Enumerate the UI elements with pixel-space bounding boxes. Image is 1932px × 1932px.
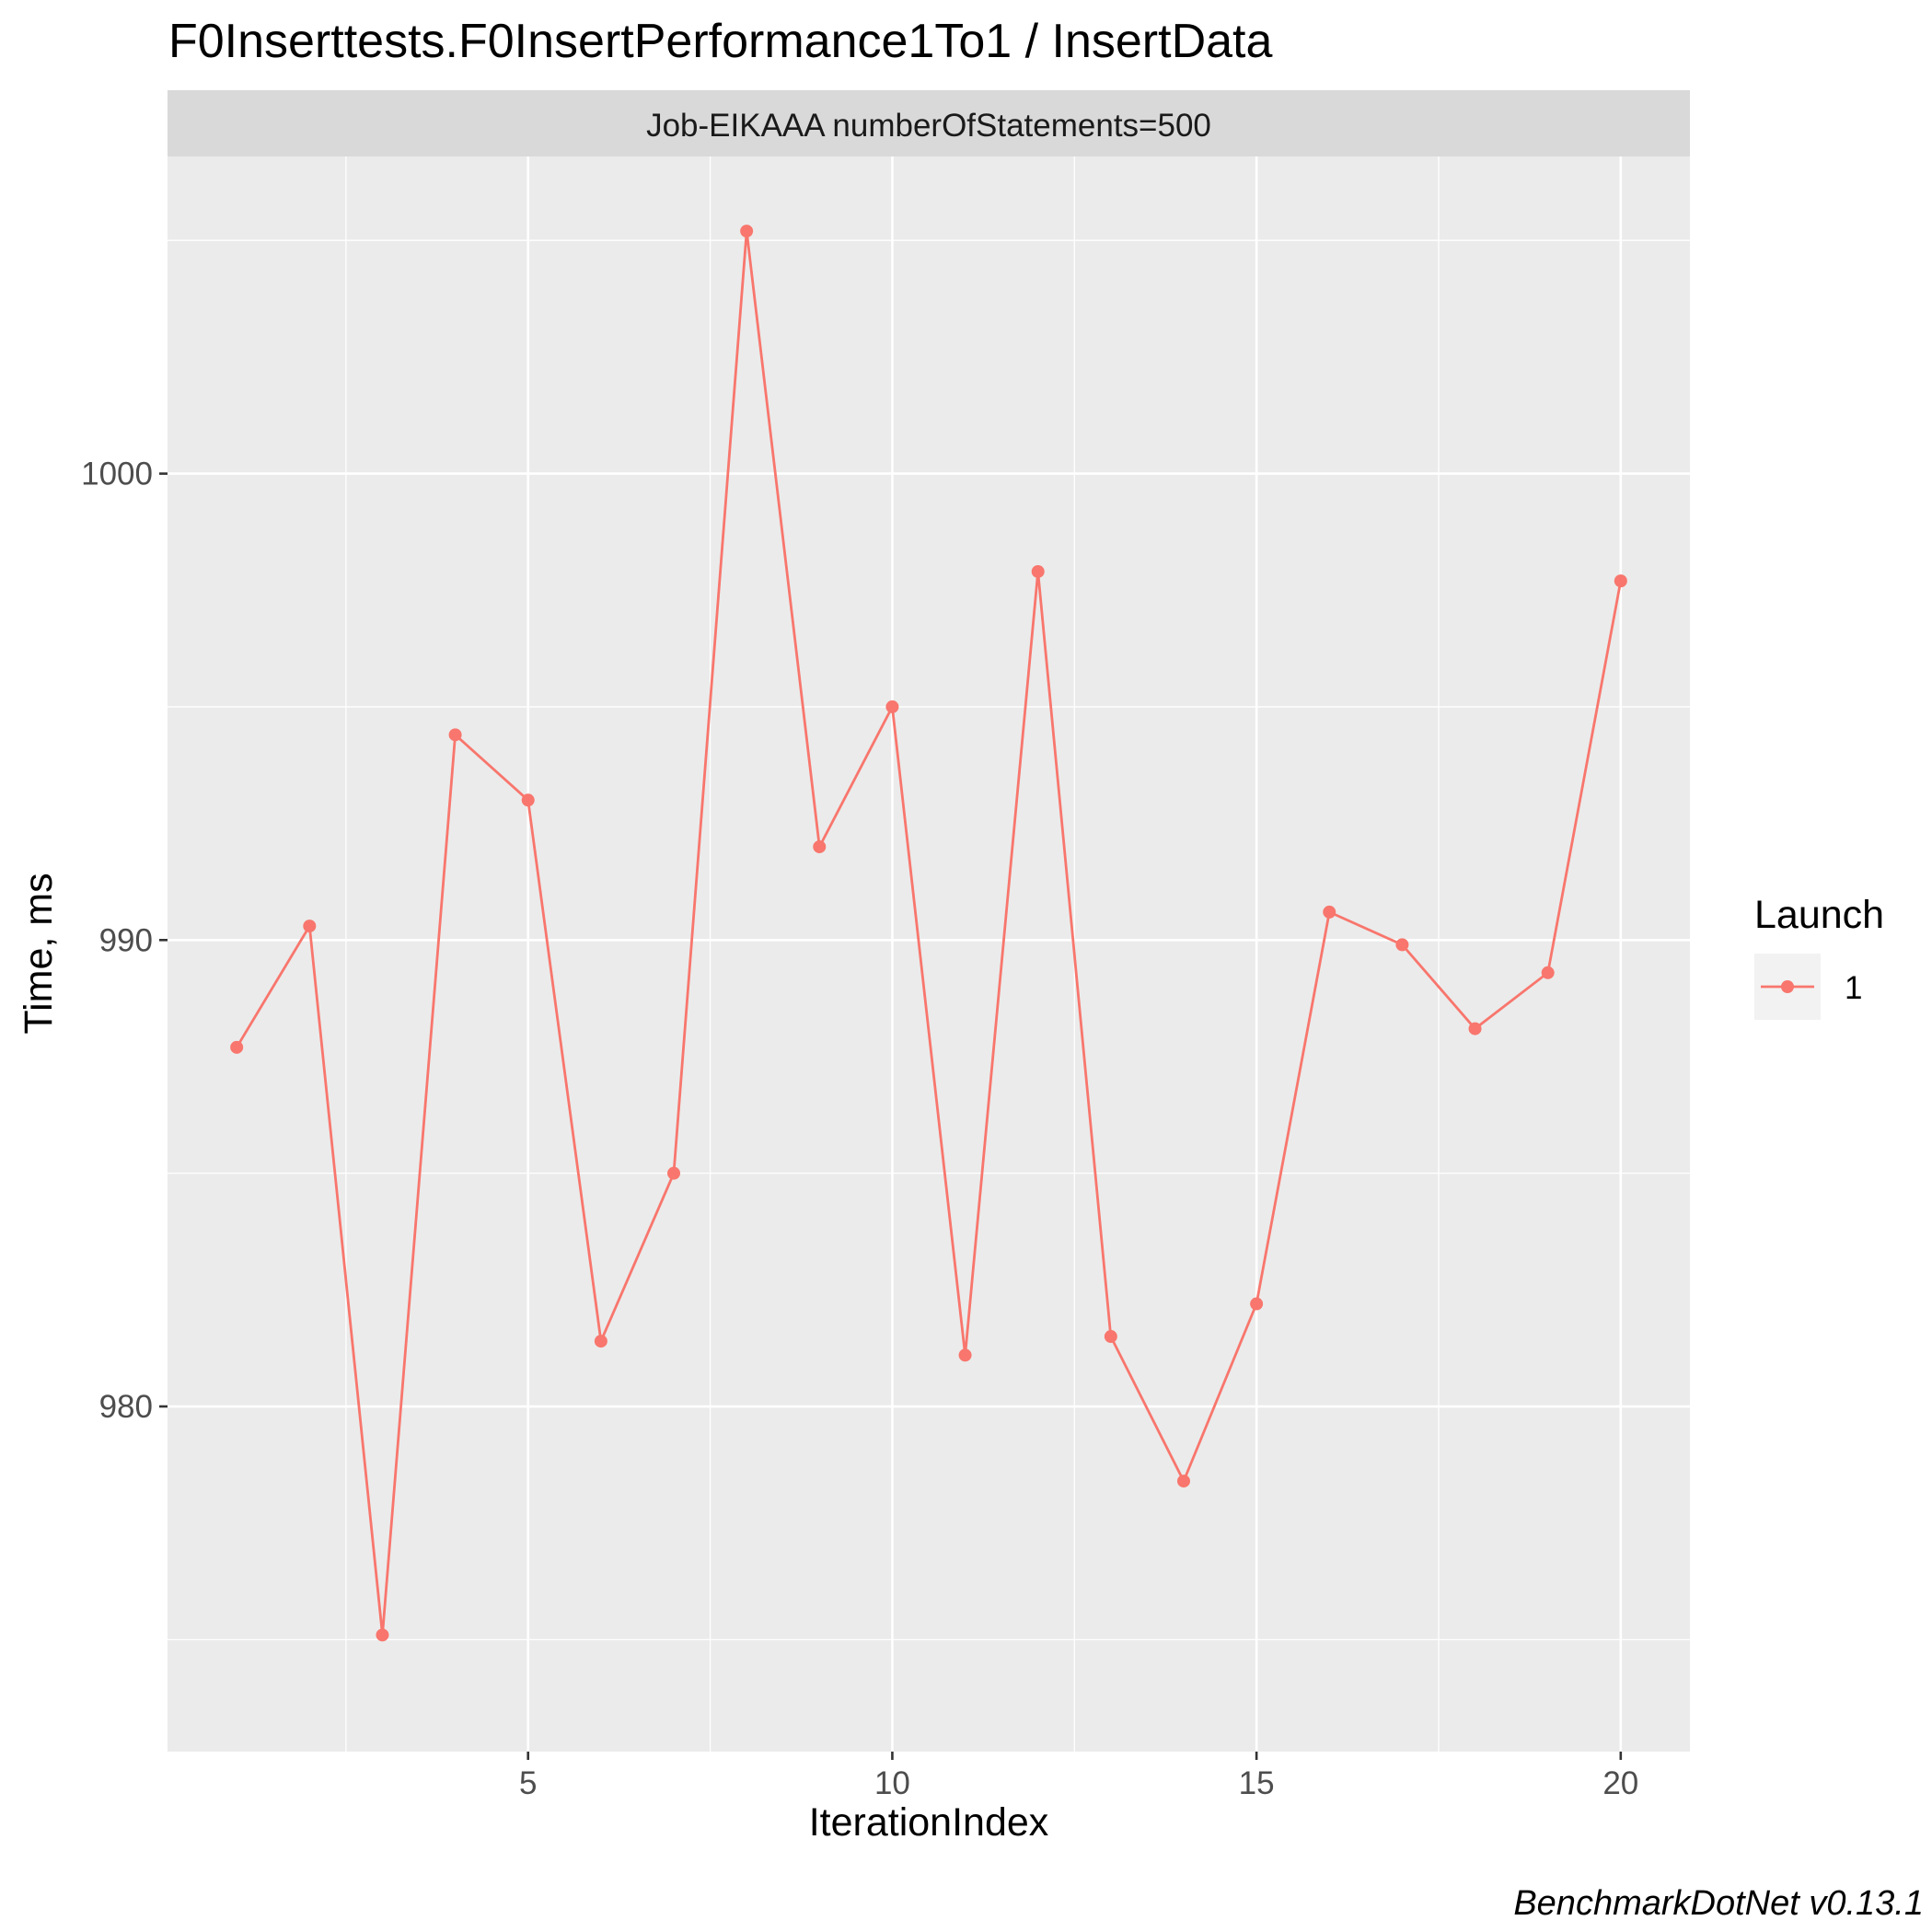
legend-key-point (1781, 980, 1794, 993)
data-point (1395, 938, 1409, 952)
data-point (667, 1166, 681, 1180)
data-point (1176, 1475, 1190, 1488)
facet-label: Job-EIKAAA numberOfStatements=500 (646, 108, 1211, 144)
data-point (1541, 966, 1555, 979)
y-tick-label: 1000 (81, 457, 153, 492)
legend: Launch 1 (1754, 893, 1884, 1020)
data-point (303, 920, 317, 933)
data-point (1031, 564, 1045, 578)
y-axis: 980 990 1000 (81, 457, 168, 1425)
data-point (1323, 905, 1336, 919)
x-tick-label: 5 (519, 1765, 537, 1801)
x-tick-label: 15 (1239, 1765, 1275, 1801)
data-point (1614, 574, 1627, 588)
y-tick-label: 980 (99, 1389, 153, 1425)
data-point (521, 793, 535, 807)
x-tick-label: 10 (874, 1765, 910, 1801)
grid-major (168, 156, 1690, 1752)
data-point (448, 728, 462, 742)
data-point (1104, 1330, 1117, 1344)
data-point (230, 1040, 244, 1054)
y-axis-title: Time, ms (17, 873, 61, 1034)
data-point (813, 839, 827, 853)
x-axis-title: IterationIndex (809, 1800, 1049, 1845)
data-point (740, 225, 754, 238)
caption: BenchmarkDotNet v0.13.1 (1513, 1884, 1924, 1923)
data-point (885, 700, 899, 713)
data-point (594, 1335, 607, 1348)
data-point (958, 1348, 972, 1362)
plot-panel (168, 156, 1690, 1752)
facet-strip (168, 90, 1690, 156)
chart-title: F0Inserttests.F0InsertPerformance1To1 / … (168, 15, 1272, 68)
data-point (376, 1628, 389, 1642)
x-tick-label: 20 (1602, 1765, 1638, 1801)
y-tick-label: 990 (99, 922, 153, 958)
legend-label-1: 1 (1845, 970, 1862, 1006)
x-axis: 5 10 15 20 (519, 1752, 1638, 1801)
data-point (1250, 1297, 1264, 1311)
series-layer (230, 225, 1627, 1642)
series-line-1 (235, 229, 1623, 1637)
data-point (1468, 1022, 1482, 1035)
legend-title: Launch (1754, 893, 1884, 937)
